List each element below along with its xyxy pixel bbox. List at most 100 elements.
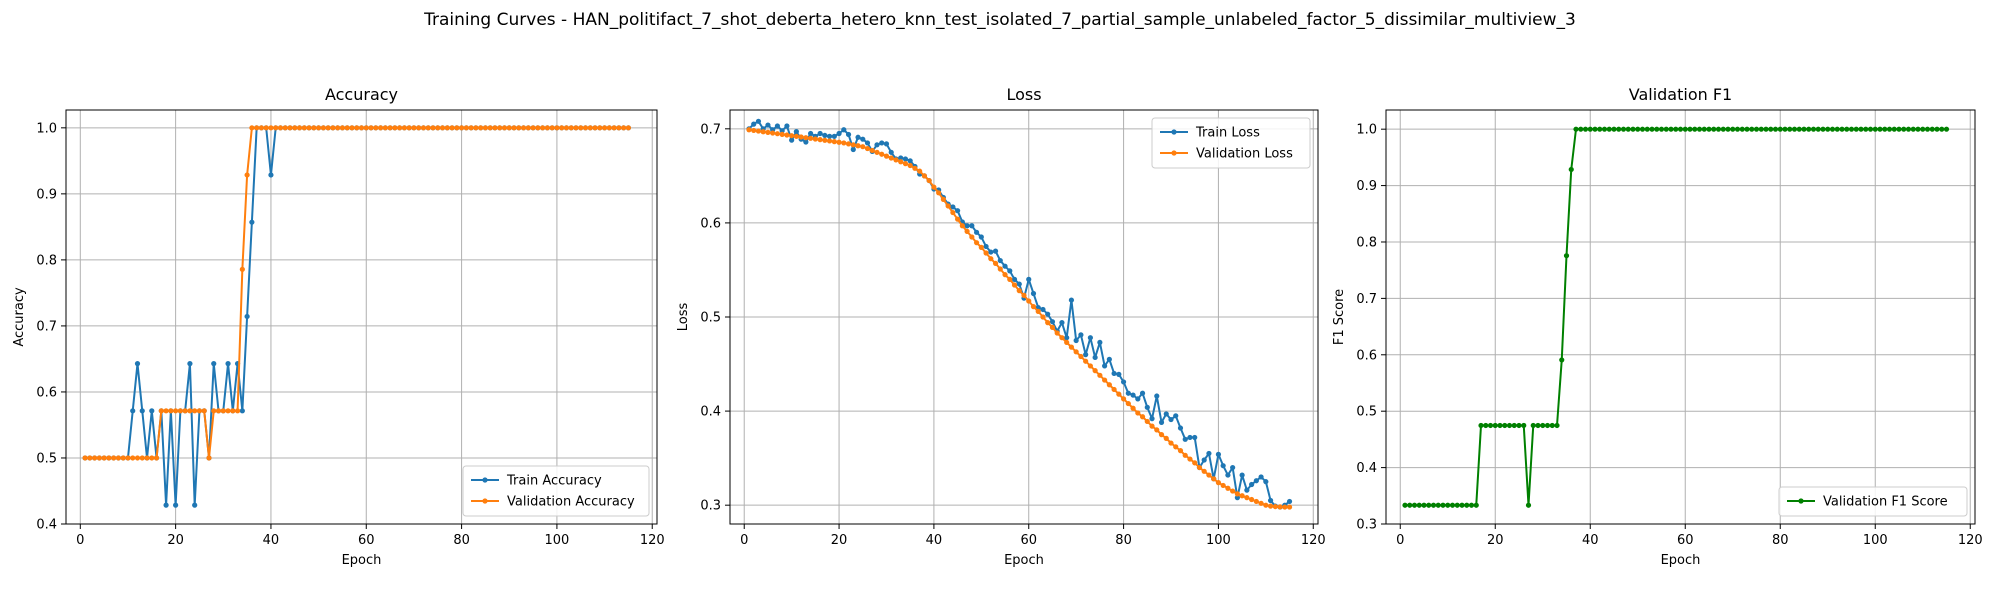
x-tick-label: 120 <box>1958 533 1983 548</box>
data-point <box>1730 126 1736 132</box>
data-point <box>1848 126 1855 132</box>
data-point <box>244 172 250 178</box>
data-point <box>168 408 174 414</box>
data-point <box>1211 476 1217 482</box>
plot-frame <box>1385 109 1976 525</box>
data-point <box>1606 126 1612 132</box>
data-point <box>1116 371 1122 377</box>
data-point <box>1829 126 1836 132</box>
data-point <box>492 125 498 131</box>
data-point <box>1502 422 1508 429</box>
data-point <box>139 408 145 414</box>
data-point <box>1059 320 1065 326</box>
data-point <box>836 139 842 145</box>
data-point <box>879 140 885 146</box>
data-point <box>1135 410 1141 416</box>
data-point <box>249 125 255 131</box>
series-markers-1 <box>82 125 632 508</box>
data-point <box>1711 126 1717 132</box>
data-point <box>784 123 790 129</box>
data-point <box>1230 464 1236 471</box>
data-point <box>841 140 847 146</box>
data-point <box>563 125 570 131</box>
data-point <box>149 408 155 414</box>
data-point <box>439 125 446 131</box>
data-point <box>1258 500 1264 506</box>
data-point <box>888 155 894 161</box>
data-point <box>1154 427 1160 433</box>
data-point <box>1092 368 1098 374</box>
data-point <box>1473 502 1479 508</box>
data-point <box>1158 432 1165 438</box>
data-point <box>111 455 117 461</box>
data-point <box>1116 391 1122 397</box>
data-point <box>468 125 474 131</box>
legend-label: Train Accuracy <box>506 474 602 489</box>
data-point <box>1215 480 1222 486</box>
data-point <box>988 249 994 255</box>
data-point <box>325 125 331 131</box>
data-point <box>1102 377 1108 383</box>
data-point <box>1535 422 1541 429</box>
data-point <box>817 130 823 137</box>
x-tick-label: 40 <box>263 533 280 548</box>
data-point <box>206 455 212 461</box>
data-point <box>1016 288 1022 294</box>
data-point <box>1002 263 1008 269</box>
data-point <box>1825 126 1831 132</box>
data-point <box>473 125 479 131</box>
data-point <box>411 125 417 131</box>
data-point <box>335 125 341 131</box>
chart-panel-3: 0 20 40 60 80 100 120 0.3 0.4 0.5 0.6 0.7 0.8 0.9 1.0 V… <box>1332 85 1983 568</box>
data-point <box>955 216 961 222</box>
data-point <box>1858 126 1864 132</box>
data-point <box>803 135 809 141</box>
data-point <box>1187 434 1193 441</box>
data-point <box>1506 422 1513 429</box>
data-point <box>196 408 203 414</box>
data-point <box>134 455 141 461</box>
data-point <box>225 408 231 414</box>
data-point <box>1173 413 1179 419</box>
data-point <box>182 408 188 414</box>
data-point <box>1163 411 1169 417</box>
data-point <box>215 408 222 414</box>
data-point <box>263 125 269 131</box>
data-point <box>1035 308 1041 314</box>
data-point <box>1139 414 1146 420</box>
data-point <box>1820 126 1826 132</box>
y-tick-label: 0.3 <box>1356 518 1377 533</box>
data-point <box>120 455 126 461</box>
data-point <box>144 455 150 461</box>
data-point <box>1763 126 1769 132</box>
data-point <box>516 125 522 131</box>
x-tick-label: 20 <box>831 533 848 548</box>
data-point <box>798 134 804 140</box>
data-point <box>1791 126 1798 132</box>
data-point <box>387 125 393 131</box>
data-point <box>973 229 980 235</box>
data-point <box>1016 281 1022 287</box>
data-point <box>292 125 298 131</box>
data-point <box>420 125 427 131</box>
data-point <box>1078 353 1084 360</box>
data-point <box>1234 491 1240 497</box>
data-point <box>530 125 536 131</box>
data-point <box>793 129 799 135</box>
data-point <box>373 125 379 131</box>
data-point <box>1801 126 1807 132</box>
data-point <box>1030 304 1037 310</box>
legend: Train Loss Validation Loss <box>1151 117 1311 169</box>
data-point <box>1587 126 1593 132</box>
data-point <box>392 125 398 131</box>
data-point <box>964 223 970 229</box>
data-point <box>1582 126 1589 132</box>
data-point <box>1045 320 1051 326</box>
data-point <box>153 455 160 461</box>
data-point <box>826 138 833 144</box>
data-point <box>1929 126 1935 132</box>
data-point <box>1430 502 1437 508</box>
chart-panel-2: 0 20 40 60 80 100 120 0.3 0.4 0.5 0.6 0.7 Loss Epoch L… <box>676 85 1326 568</box>
data-point <box>1597 126 1603 132</box>
data-point <box>525 125 531 131</box>
